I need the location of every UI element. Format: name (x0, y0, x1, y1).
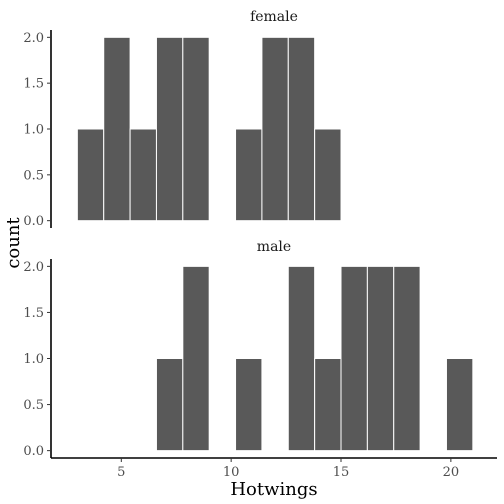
facet-label: male (257, 239, 291, 255)
x-tick-label: 20 (443, 465, 460, 480)
x-axis-title: Hotwings (230, 479, 317, 500)
y-axis-title: count (3, 217, 24, 269)
y-tick-label: 2.0 (23, 260, 44, 275)
panel-male: male 0.0 0.5 1.0 1.5 2.0 5 10 15 20 (23, 239, 497, 480)
histogram-bar (314, 128, 342, 222)
y-tick-label: 1.0 (23, 123, 44, 138)
histogram-bar (129, 128, 157, 222)
histogram-bar (76, 128, 105, 222)
histogram-bar (235, 128, 263, 222)
histogram-bar (287, 36, 316, 222)
y-tick-label: 1.5 (23, 77, 44, 92)
y-tick-label: 0.0 (23, 214, 44, 229)
histogram-bar (235, 358, 263, 452)
histogram-bar (103, 36, 131, 222)
y-tick-label: 2.0 (23, 31, 44, 46)
histogram-bar (314, 358, 342, 452)
histogram-bar (445, 358, 474, 452)
y-tick-label: 0.0 (23, 444, 44, 459)
facet-label: female (250, 9, 298, 25)
histogram-bar (287, 265, 316, 452)
histogram-bar (155, 36, 184, 222)
y-tick-label: 0.5 (23, 398, 44, 413)
y-tick-label: 0.5 (23, 168, 44, 183)
histogram-bar (261, 36, 289, 222)
histogram-bar (393, 265, 421, 452)
x-tick-label: 5 (117, 465, 125, 480)
x-tick-label: 10 (223, 465, 240, 480)
x-tick-label: 15 (333, 465, 350, 480)
histogram-bar (182, 36, 210, 222)
histogram-bar (182, 265, 210, 452)
histogram-bar (155, 358, 184, 452)
y-tick-label: 1.0 (23, 352, 44, 367)
panel-female: female 0.0 0.5 1.0 1.5 2.0 (23, 9, 342, 229)
y-tick-label: 1.5 (23, 306, 44, 321)
histogram-bar (340, 265, 368, 452)
histogram-bar (366, 265, 395, 452)
